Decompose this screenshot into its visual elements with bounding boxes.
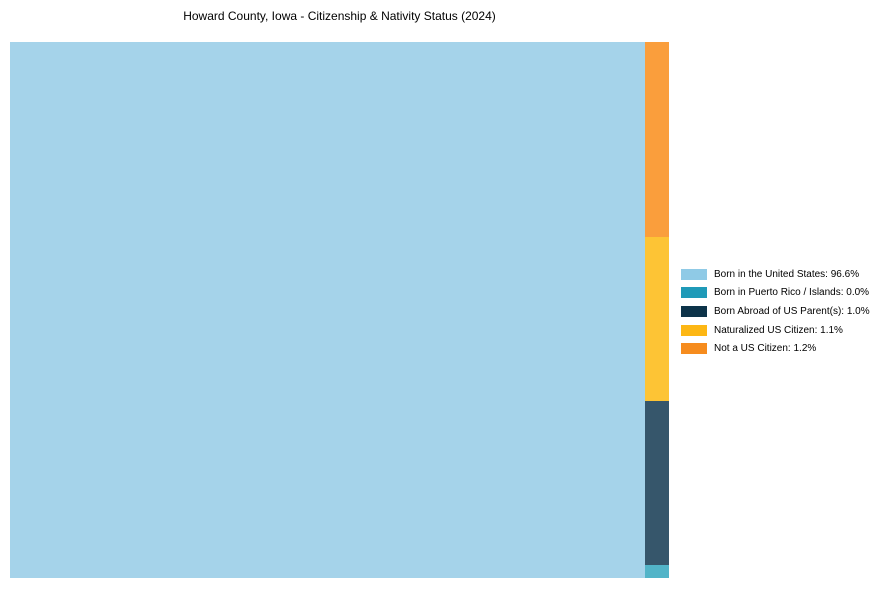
treemap-rect-naturalized [645, 236, 669, 401]
legend-item-born-abroad: Born Abroad of US Parent(s): 1.0% [681, 302, 870, 321]
legend-item-naturalized: Naturalized US Citizen: 1.1% [681, 321, 870, 340]
treemap-rect-puerto-rico [645, 564, 669, 578]
legend-label-born-in-us: Born in the United States: 96.6% [714, 268, 860, 280]
legend-swatch-born-in-us [681, 268, 707, 280]
treemap-rect-born-in-us [10, 42, 645, 578]
legend-swatch-not-us-citizen [681, 343, 707, 355]
legend-label-puerto-rico: Born in Puerto Rico / Islands: 0.0% [714, 287, 870, 299]
legend: Born in the United States: 96.6% Born in … [681, 265, 870, 358]
legend-swatch-born-abroad [681, 305, 707, 317]
legend-label-naturalized: Naturalized US Citizen: 1.1% [714, 324, 843, 336]
legend-item-puerto-rico: Born in Puerto Rico / Islands: 0.0% [681, 284, 870, 303]
legend-label-not-us-citizen: Not a US Citizen: 1.2% [714, 343, 817, 355]
treemap-plot [10, 42, 669, 578]
legend-label-born-abroad: Born Abroad of US Parent(s): 1.0% [714, 305, 870, 317]
legend-swatch-puerto-rico [681, 287, 707, 299]
treemap-rect-born-abroad [645, 401, 669, 565]
legend-item-not-us-citizen: Not a US Citizen: 1.2% [681, 339, 870, 358]
treemap-rect-not-us-citizen [645, 42, 669, 237]
chart-title: Howard County, Iowa - Citizenship & Nati… [183, 9, 496, 23]
legend-swatch-naturalized [681, 324, 707, 336]
legend-item-born-in-us: Born in the United States: 96.6% [681, 265, 870, 284]
